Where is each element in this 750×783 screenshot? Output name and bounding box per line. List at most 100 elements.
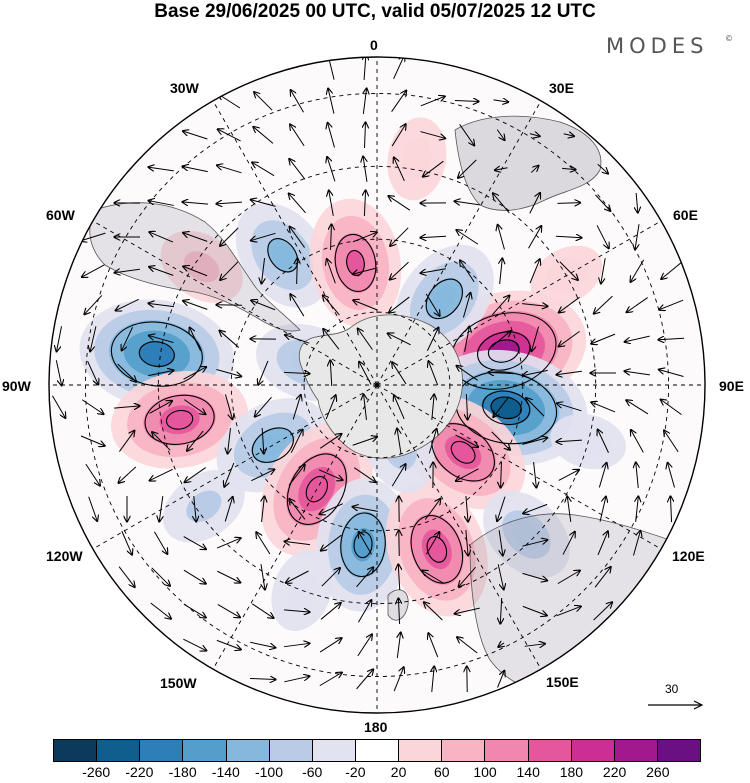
wind-vector-arrow: [528, 226, 542, 249]
wind-vector-arrow: [522, 540, 547, 547]
anomaly-fill: [426, 535, 448, 563]
wind-vector-arrow: [148, 201, 174, 206]
wind-vector-arrow: [389, 296, 410, 313]
anomaly-contour: [267, 238, 299, 273]
wind-vector-arrow: [290, 429, 302, 453]
wind-vector-arrow: [251, 603, 274, 618]
south-pole-marker: [374, 382, 380, 388]
wind-vector-arrow: [456, 230, 479, 245]
wind-vector-arrow: [284, 610, 310, 612]
wind-vector-arrow: [220, 261, 239, 281]
wind-vector-arrow: [217, 570, 240, 582]
wind-vector-arrow: [284, 643, 310, 646]
anomaly-fill: [402, 138, 432, 180]
wind-vector-arrow: [558, 330, 580, 346]
wind-vector-arrow: [148, 303, 174, 306]
wind-vector-arrow: [352, 232, 377, 243]
wind-vector-arrow: [425, 293, 440, 316]
wind-vector-arrow: [626, 297, 648, 313]
wind-vector-arrow: [81, 399, 104, 414]
wind-vector-arrow: [390, 227, 409, 246]
wind-vector-arrow: [524, 644, 546, 647]
wind-vector-arrow: [285, 570, 309, 583]
wind-vector-arrow: [284, 676, 309, 683]
colorbar-tick-label: -100: [254, 764, 284, 780]
wind-vector-arrow: [363, 156, 368, 182]
wind-vector-arrow: [531, 326, 540, 352]
wind-vector-arrow: [563, 134, 575, 137]
wind-vector-arrow: [290, 124, 305, 147]
colorbar-tick-label: -20: [345, 764, 366, 780]
wind-vector-arrow: [251, 300, 276, 311]
wind-vector-arrow: [159, 496, 163, 522]
wind-vector-arrow: [52, 395, 65, 418]
wind-vector-arrow: [318, 469, 343, 480]
anomaly-fill: [432, 286, 456, 312]
wind-vector-arrow: [364, 190, 365, 217]
wind-vector-arrow: [500, 597, 501, 624]
anomaly-fill: [450, 440, 476, 464]
wind-vector-arrow: [425, 532, 439, 555]
wind-vector-arrow: [455, 434, 479, 447]
wind-vector-arrow: [117, 363, 137, 382]
anomaly-contour: [144, 394, 215, 445]
wind-vector-arrow: [664, 430, 679, 453]
wind-vector-arrow: [319, 638, 342, 653]
wind-vector-arrow: [493, 193, 510, 214]
meridian-line: [376, 384, 662, 550]
wind-vector-arrow: [358, 600, 371, 623]
wind-vector-arrow: [424, 499, 440, 520]
colorbar-swatch: [355, 740, 400, 761]
wind-vector-arrow: [393, 57, 405, 80]
wind-vector-arrow: [432, 666, 434, 692]
wind-vector-arrow: [522, 438, 547, 445]
wind-vector-arrow: [591, 402, 616, 413]
wind-vector-arrow: [636, 462, 639, 488]
wind-vector-arrow: [458, 566, 476, 587]
wind-vector-arrow: [353, 467, 376, 483]
lon-label-30w: 30W: [170, 80, 199, 96]
wind-vector-arrow: [183, 603, 206, 618]
wind-vector-arrow: [224, 462, 235, 487]
anomaly-contour: [138, 341, 175, 367]
wind-vector-arrow: [391, 90, 407, 112]
wind-vector-arrow: [454, 201, 480, 205]
wind-vector-arrow: [321, 568, 340, 587]
wind-vector-arrow: [119, 430, 134, 452]
wind-vector-arrow: [358, 328, 373, 350]
wind-vector-arrow: [458, 159, 477, 178]
colorbar-swatch: [183, 740, 227, 761]
wind-vector-arrow: [529, 193, 540, 214]
wind-vector-arrow: [183, 233, 208, 242]
wind-vector-arrow: [194, 496, 196, 522]
wind-vector-arrow: [118, 466, 137, 483]
wind-vector-arrow: [283, 372, 310, 373]
wind-vector-arrow: [626, 400, 649, 415]
wind-vector-arrow: [217, 129, 241, 142]
wind-vector-arrow: [466, 530, 468, 556]
wind-vector-arrow: [183, 301, 208, 310]
anomaly-contour: [110, 321, 203, 387]
wind-vector-arrow: [149, 267, 174, 276]
wind-vector-arrow: [428, 361, 439, 386]
wind-vector-arrow: [90, 326, 97, 351]
wind-vector-arrow: [183, 569, 206, 584]
colorbar-tick-label: 180: [559, 764, 584, 780]
lon-label-120e: 120E: [672, 548, 705, 564]
wind-vector-arrow: [557, 203, 580, 204]
wind-vector-arrow: [358, 532, 372, 555]
colorbar-swatch: [657, 740, 701, 761]
wind-vector-arrow: [182, 202, 208, 204]
meridian-line: [92, 384, 378, 550]
wind-vector-arrow: [593, 602, 613, 621]
colorbar-tick-label: 100: [473, 764, 497, 780]
colorbar-swatch: [269, 740, 313, 761]
anomaly-contour: [334, 233, 377, 292]
colorbar-tick-label: -220: [125, 764, 154, 780]
wind-vector-arrow: [529, 134, 540, 137]
wind-vector-arrow: [319, 434, 342, 449]
wind-vector-arrow: [624, 335, 650, 342]
wind-vector-arrow: [154, 531, 167, 554]
colorbar-swatch: [312, 740, 356, 761]
wind-vector-arrow: [597, 531, 608, 556]
